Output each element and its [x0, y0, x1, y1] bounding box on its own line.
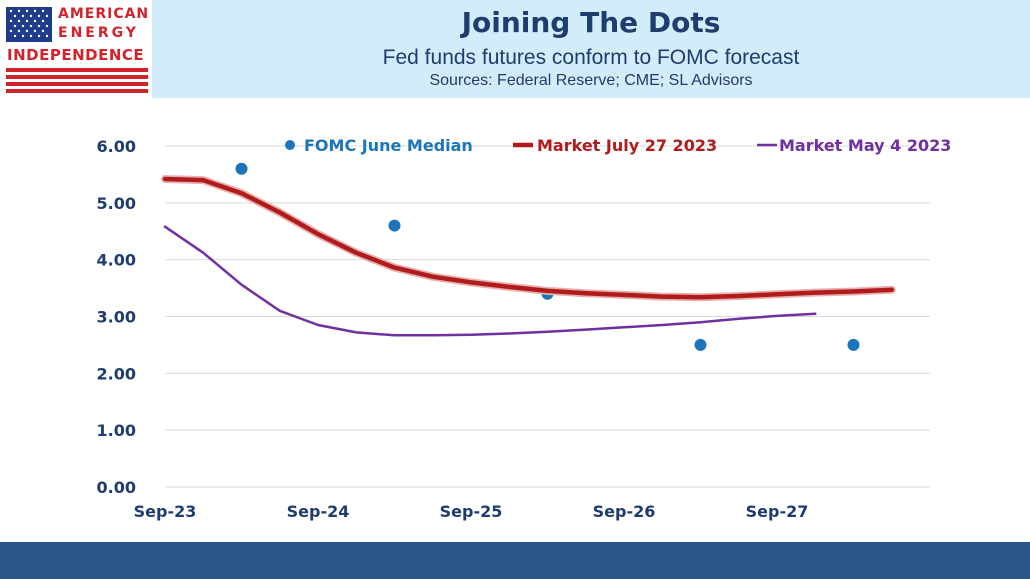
footer-bar: [0, 542, 1030, 579]
chart-subtitle: Fed funds futures conform to FOMC foreca…: [382, 46, 800, 69]
y-tick-label: 5.00: [97, 194, 136, 213]
logo-text-independence: INDEPENDENCE: [7, 46, 145, 64]
data-point: [235, 162, 248, 175]
logo: AMERICAN ENERGY INDEPENDENCE: [0, 0, 152, 98]
gridlines: [165, 145, 930, 488]
us-flag-icon: [6, 7, 52, 42]
y-axis-ticks: 0.00 1.00 2.00 3.00 4.00 5.00 6.00: [97, 137, 136, 497]
legend-marker: [285, 140, 295, 150]
legend-label: Market May 4 2023: [779, 136, 951, 155]
data-point: [847, 338, 860, 351]
x-tick-label: Sep-26: [593, 502, 656, 521]
logo-text-american: AMERICAN: [58, 6, 150, 22]
data-point: [694, 338, 707, 351]
header-band: [152, 0, 1030, 98]
chart-sources: Sources: Federal Reserve; CME; SL Adviso…: [429, 72, 753, 89]
y-tick-label: 1.00: [97, 421, 136, 440]
y-tick-label: 4.00: [97, 251, 136, 270]
series-layer: [161, 162, 896, 351]
legend-label: FOMC June Median: [304, 136, 473, 155]
legend: FOMC June Median Market July 27 2023 Marke…: [285, 136, 951, 155]
x-axis-ticks: Sep-23 Sep-24 Sep-25 Sep-26 Sep-27: [134, 502, 809, 521]
y-tick-label: 3.00: [97, 308, 136, 327]
y-tick-label: 6.00: [97, 137, 136, 156]
x-tick-label: Sep-24: [287, 502, 350, 521]
logo-stripes-icon: [6, 68, 148, 93]
chart-title: Joining The Dots: [461, 6, 721, 39]
data-point: [388, 219, 401, 232]
series-line: [163, 225, 817, 337]
series-line-glow: [161, 175, 896, 302]
legend-label: Market July 27 2023: [537, 136, 717, 155]
y-tick-label: 0.00: [97, 478, 136, 497]
x-tick-label: Sep-27: [746, 502, 809, 521]
series-line: [162, 176, 895, 300]
x-tick-label: Sep-23: [134, 502, 197, 521]
logo-text-energy: ENERGY: [58, 25, 139, 41]
y-tick-label: 2.00: [97, 364, 136, 383]
x-tick-label: Sep-25: [440, 502, 503, 521]
line-chart: 0.001.002.003.004.005.006.00 Sep-23 Sep-2…: [97, 136, 952, 521]
